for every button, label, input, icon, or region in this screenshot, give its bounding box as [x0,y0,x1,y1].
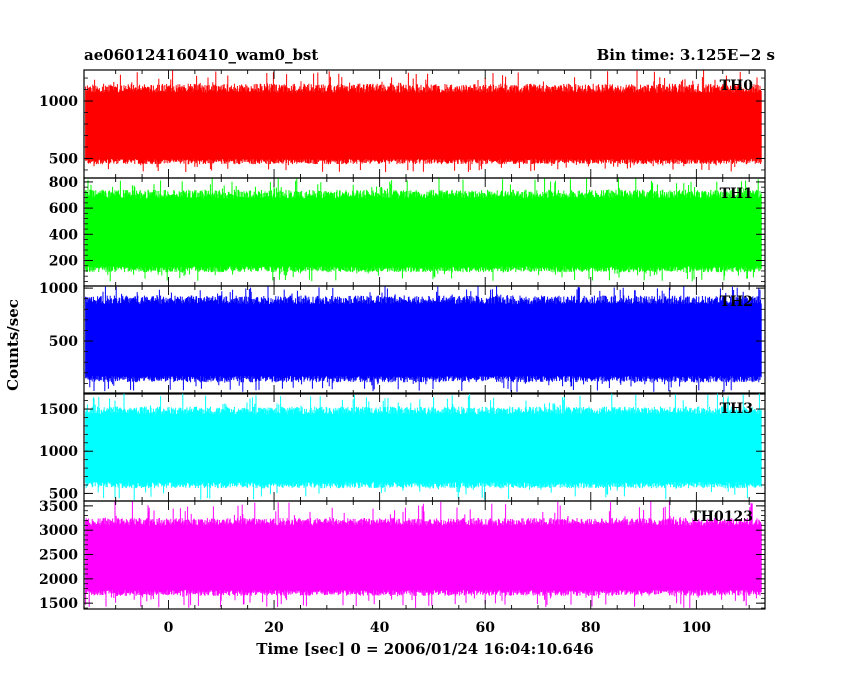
y-tick-label: 400 [49,227,78,243]
panel-th3: 500 1000 1500 TH3 [39,392,766,502]
series-line-th0123 [85,501,762,608]
panel-label-th3: TH3 [720,401,753,417]
panel-label-th0: TH0 [720,78,754,94]
panel-label-th1: TH1 [720,186,753,202]
y-tick-label: 500 [49,486,78,502]
x-axis: 0 20 40 60 80 100 [164,620,712,636]
series-line-th0 [85,70,762,173]
x-tick-label: 20 [264,620,284,636]
x-axis-label: Time [sec] 0 = 2006/01/24 16:04:10.646 [256,640,593,658]
y-tick-label: 2500 [39,548,78,564]
x-tick-label: 40 [370,620,390,636]
y-tick-label: 3000 [39,523,78,539]
panel-label-th2: TH2 [720,294,753,310]
y-tick-label: 1000 [39,444,78,460]
panel-frame [83,285,766,395]
panel-th2: 500 1000 TH2 [39,281,766,395]
y-tick-label: 1500 [39,596,78,612]
series-line-th1 [85,178,762,282]
x-tick-label: 0 [164,620,174,636]
series-line-th3 [85,393,762,500]
y-tick-label: 600 [49,201,78,217]
y-tick-label: 200 [49,253,78,269]
panels-group: 500 1000 TH0 200 400 600 800 TH1 500 1000 TH2 500 10… [39,69,766,612]
y-tick-label: 3500 [39,499,78,515]
y-tick-label: 2000 [39,572,78,588]
y-tick-label: 1000 [39,94,78,110]
chart-title-left: ae060124160410_wam0_bst [84,46,318,64]
x-tick-label: 80 [581,620,601,636]
chart-title-right: Bin time: 3.125E−2 s [597,46,775,64]
y-axis-label: Counts/sec [4,299,22,391]
series-line-th2 [85,286,762,392]
panel-th1: 200 400 600 800 TH1 [49,175,766,287]
y-tick-label: 800 [49,175,78,191]
x-tick-label: 60 [475,620,495,636]
panel-th0: 500 1000 TH0 [39,69,766,179]
panel-th0123: 1500 2000 2500 3000 3500 TH0123 [39,499,766,612]
x-tick-label: 100 [682,620,711,636]
y-tick-label: 1000 [39,281,78,297]
y-tick-label: 1500 [39,402,78,418]
y-tick-label: 500 [49,334,78,350]
y-tick-label: 500 [49,151,78,167]
panel-label-th0123: TH0123 [690,509,753,525]
